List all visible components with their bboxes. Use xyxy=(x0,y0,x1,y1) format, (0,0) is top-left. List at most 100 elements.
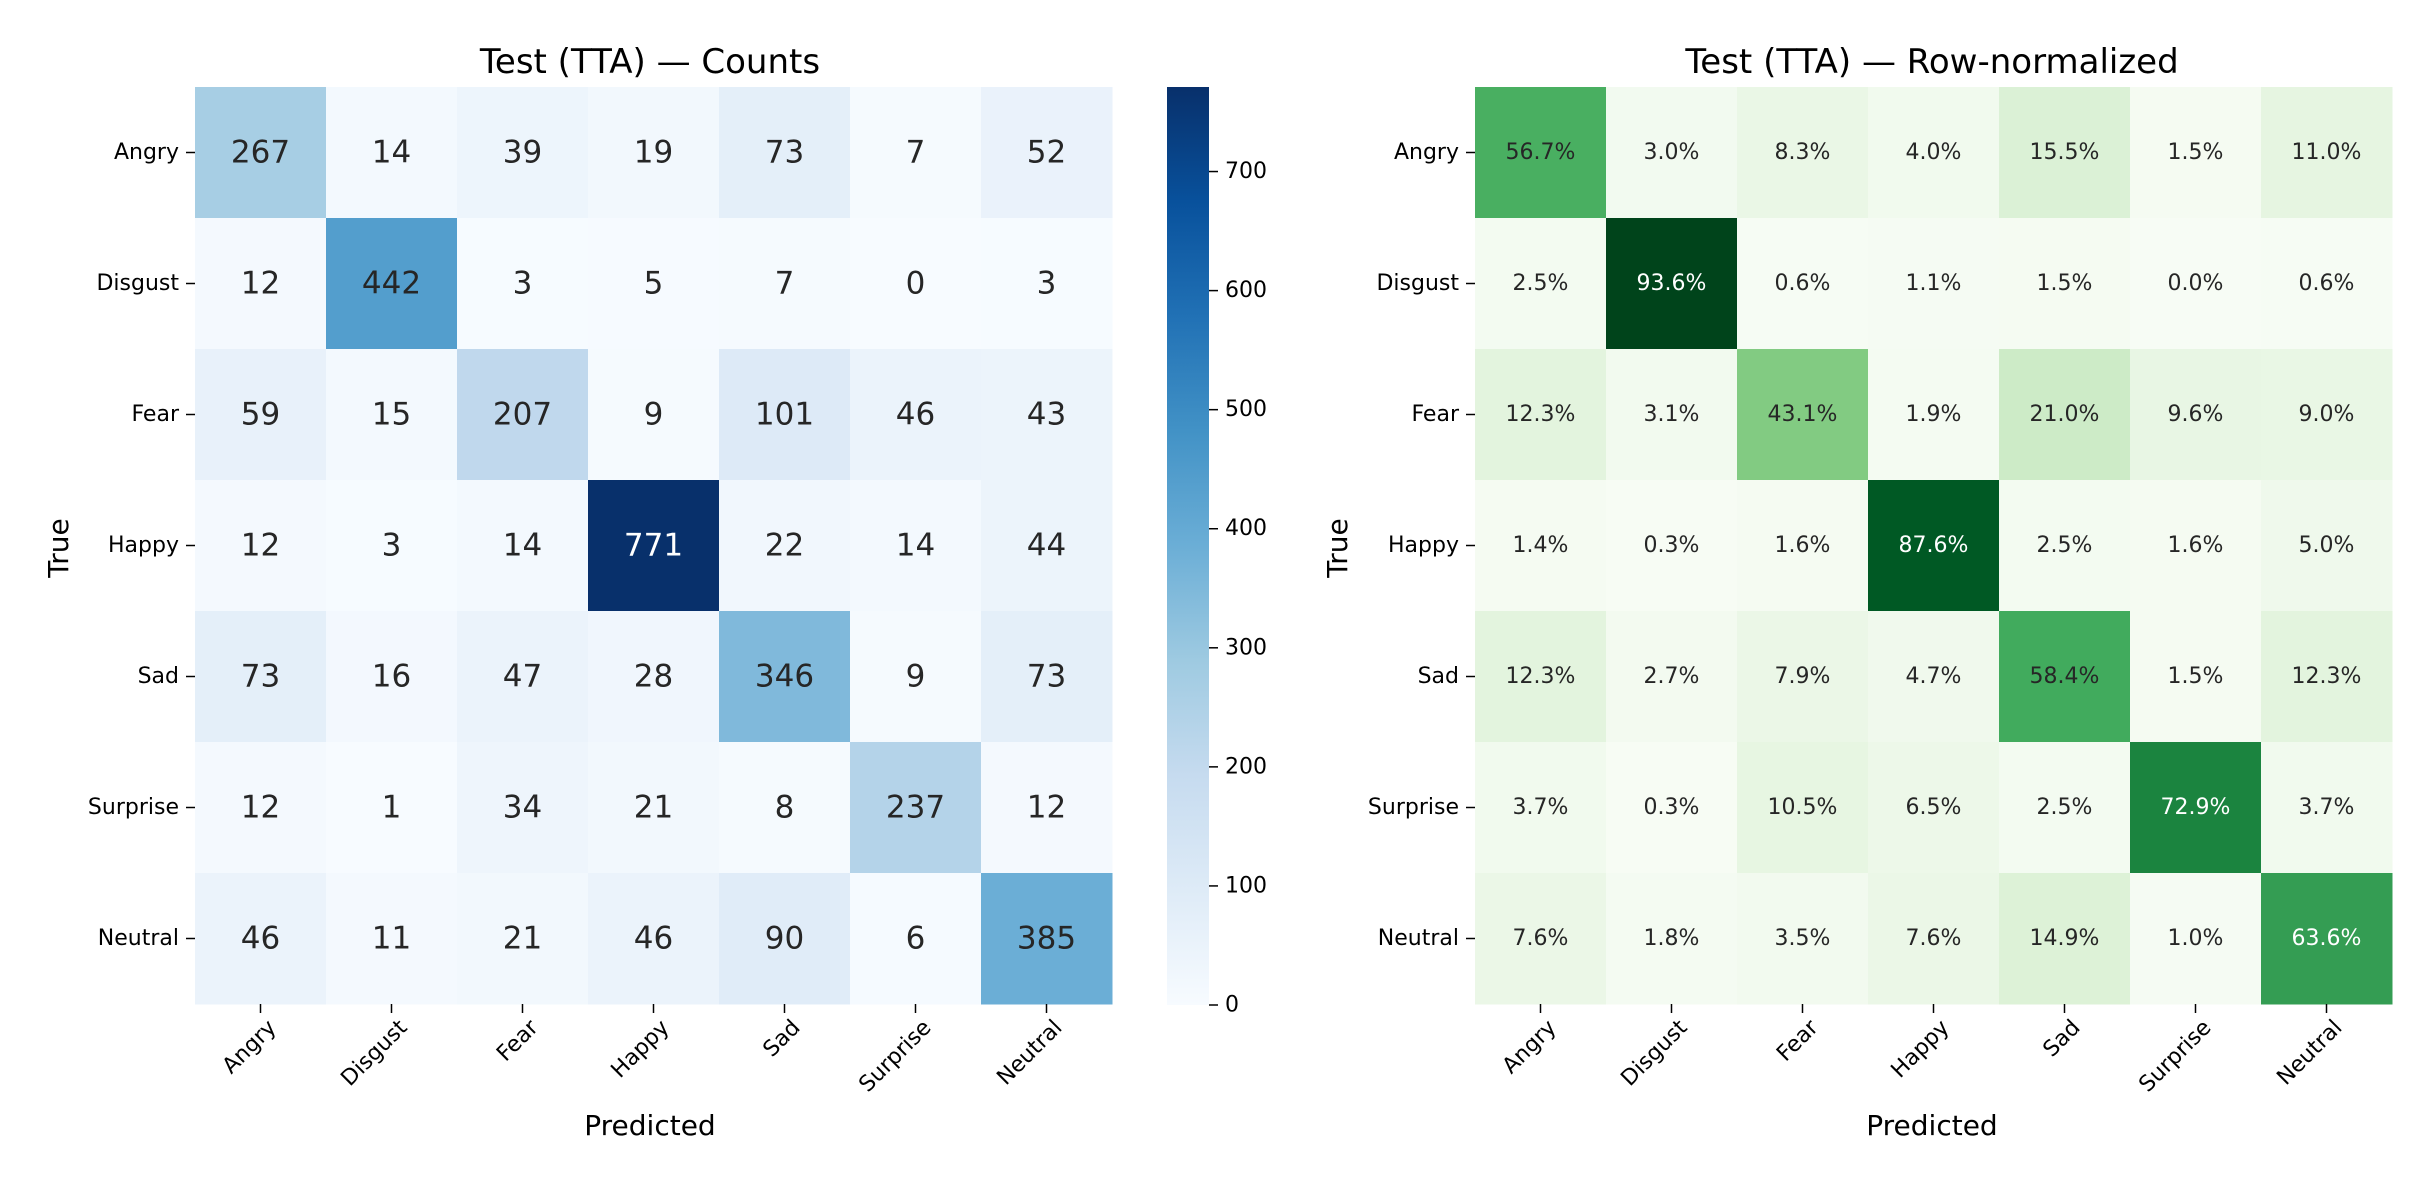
counts-cell xyxy=(326,873,458,1005)
counts-cell-value-label: 15 xyxy=(372,397,411,433)
counts-cell xyxy=(195,218,327,350)
counts-heatmap-y-ticks: Angry Disgust Fear Happy Sad Surprise Neutral xyxy=(88,140,195,951)
counts-cell xyxy=(457,87,589,219)
counts-colorbar: 0 100 200 300 400 500 600 700 xyxy=(1167,87,1267,1018)
counts-cell-value-label: 46 xyxy=(241,921,280,957)
normalized-cell-value-label: 3.1% xyxy=(1644,402,1700,427)
counts-cell xyxy=(850,218,982,350)
normalized-y-tick-label: Surprise xyxy=(1368,795,1459,820)
counts-colorbar-tick-label: 600 xyxy=(1225,278,1267,303)
normalized-cell-value-label: 9.6% xyxy=(2168,402,2224,427)
normalized-cell-value-label: 12.3% xyxy=(2292,664,2362,689)
counts-heatmap-title: Test (TTA) — Counts xyxy=(479,42,820,82)
counts-cell-value-label: 12 xyxy=(241,528,280,564)
normalized-cell-value-label: 3.7% xyxy=(1513,795,1569,820)
counts-cell-value-label: 237 xyxy=(886,790,945,826)
counts-y-tick-label: Sad xyxy=(138,664,179,689)
counts-cell-value-label: 7 xyxy=(906,135,926,171)
normalized-cell-value-label: 1.6% xyxy=(2168,533,2224,558)
counts-cell-value-label: 22 xyxy=(765,528,804,564)
normalized-y-tick-label: Disgust xyxy=(1376,271,1459,296)
counts-cell xyxy=(719,742,851,874)
counts-cell-value-label: 12 xyxy=(241,790,280,826)
normalized-cell-value-label: 14.9% xyxy=(2030,926,2100,951)
counts-cell xyxy=(457,218,589,350)
normalized-heatmap-panel: Test (TTA) — Row-normalized 56.7% 3.0% 8.3… xyxy=(1321,42,2393,1142)
counts-cell xyxy=(195,480,327,612)
counts-cell xyxy=(981,480,1113,612)
counts-cell-value-label: 39 xyxy=(503,135,542,171)
normalized-cell-value-label: 12.3% xyxy=(1506,402,1576,427)
normalized-cell xyxy=(1606,873,1738,1005)
counts-cell xyxy=(850,742,982,874)
counts-cell-value-label: 52 xyxy=(1027,135,1066,171)
counts-cell xyxy=(981,742,1113,874)
normalized-cell-value-label: 3.7% xyxy=(2299,795,2355,820)
counts-cell xyxy=(588,742,720,874)
normalized-cell-value-label: 0.3% xyxy=(1644,795,1700,820)
normalized-cell xyxy=(1606,480,1738,612)
normalized-cell xyxy=(1475,742,1607,874)
counts-cell xyxy=(981,349,1113,481)
counts-colorbar-tick-label: 700 xyxy=(1225,159,1267,184)
counts-cell-value-label: 9 xyxy=(644,397,664,433)
counts-cell-value-label: 44 xyxy=(1027,528,1066,564)
normalized-cell-value-label: 15.5% xyxy=(2030,140,2100,165)
normalized-cell xyxy=(1475,87,1607,219)
normalized-cell-value-label: 1.0% xyxy=(2168,926,2224,951)
normalized-cell xyxy=(1999,218,2131,350)
counts-cell-value-label: 46 xyxy=(896,397,935,433)
normalized-cell xyxy=(2130,742,2262,874)
counts-cell xyxy=(195,742,327,874)
normalized-cell xyxy=(1868,480,2000,612)
normalized-cell-value-label: 56.7% xyxy=(1506,140,1576,165)
normalized-cell xyxy=(1606,349,1738,481)
counts-colorbar-tick-label: 400 xyxy=(1225,516,1267,541)
counts-y-tick-label: Surprise xyxy=(88,795,179,820)
counts-cell-value-label: 73 xyxy=(1027,659,1066,695)
normalized-cell xyxy=(1999,87,2131,219)
normalized-cell-value-label: 4.0% xyxy=(1906,140,1962,165)
counts-cell xyxy=(326,480,458,612)
normalized-heatmap-y-axis-label: True xyxy=(1321,518,1354,578)
counts-colorbar-tick-label: 300 xyxy=(1225,635,1267,660)
normalized-cell xyxy=(2261,480,2393,612)
normalized-cell-value-label: 7.9% xyxy=(1775,664,1831,689)
normalized-cell-value-label: 1.6% xyxy=(1775,533,1831,558)
counts-cell-value-label: 8 xyxy=(775,790,795,826)
normalized-cell xyxy=(1737,611,1869,743)
counts-cell xyxy=(457,349,589,481)
normalized-cell xyxy=(1475,480,1607,612)
normalized-cell xyxy=(2130,480,2262,612)
counts-cell xyxy=(981,611,1113,743)
counts-cell xyxy=(588,349,720,481)
normalized-y-tick-label: Angry xyxy=(1394,140,1459,165)
normalized-cell xyxy=(1868,611,2000,743)
normalized-cell xyxy=(1606,87,1738,219)
normalized-cell xyxy=(1737,480,1869,612)
counts-cell-value-label: 3 xyxy=(1037,266,1057,302)
counts-cell xyxy=(326,742,458,874)
counts-cell-value-label: 771 xyxy=(624,528,683,564)
normalized-cell xyxy=(1606,742,1738,874)
counts-cell-value-label: 14 xyxy=(503,528,542,564)
counts-cell-value-label: 21 xyxy=(503,921,542,957)
counts-cell xyxy=(588,873,720,1005)
counts-y-tick-label: Angry xyxy=(114,140,179,165)
normalized-y-tick-label: Sad xyxy=(1418,664,1459,689)
normalized-cell-value-label: 7.6% xyxy=(1906,926,1962,951)
normalized-cell-value-label: 4.7% xyxy=(1906,664,1962,689)
counts-colorbar-ticks: 0 100 200 300 400 500 600 700 xyxy=(1209,159,1267,1018)
normalized-y-tick-label: Happy xyxy=(1388,533,1459,558)
normalized-cell-value-label: 1.5% xyxy=(2168,664,2224,689)
normalized-cell-value-label: 0.0% xyxy=(2168,271,2224,296)
counts-cell-value-label: 73 xyxy=(241,659,280,695)
normalized-cell xyxy=(1737,87,1869,219)
normalized-cell-value-label: 12.3% xyxy=(1506,664,1576,689)
counts-cell xyxy=(195,611,327,743)
normalized-cell-value-label: 10.5% xyxy=(1768,795,1838,820)
counts-colorbar-gradient xyxy=(1167,87,1209,1005)
normalized-cell-value-label: 3.0% xyxy=(1644,140,1700,165)
counts-cell-value-label: 267 xyxy=(231,135,290,171)
